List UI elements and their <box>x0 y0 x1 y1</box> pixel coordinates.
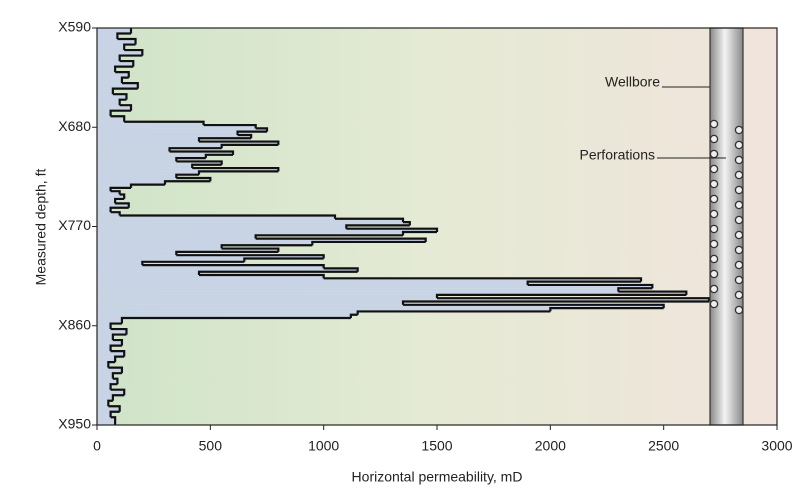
perforation <box>735 201 742 208</box>
profile-fill <box>97 165 192 168</box>
profile-fill <box>97 89 113 95</box>
x-tick-label: 500 <box>199 438 223 454</box>
perforation <box>710 165 717 172</box>
profile-fill <box>97 346 111 352</box>
profile-fill <box>97 138 199 141</box>
profile-fill <box>97 384 111 390</box>
perforation <box>735 186 742 193</box>
perforation <box>735 306 742 313</box>
profile-fill <box>97 252 176 255</box>
profile-fill <box>97 132 238 135</box>
perforation <box>710 225 717 232</box>
profile-fill <box>97 225 346 228</box>
profile-fill <box>97 208 111 212</box>
perforation <box>735 261 742 268</box>
profile-fill <box>97 272 199 275</box>
wellbore-group <box>710 28 743 425</box>
perforation <box>735 126 742 133</box>
profile-fill <box>97 262 142 265</box>
perforation <box>710 240 717 247</box>
perforation <box>710 270 717 277</box>
profile-fill <box>97 373 113 379</box>
profile-fill <box>97 295 437 298</box>
x-tick-label: 1500 <box>421 438 452 454</box>
wellbore-label: Wellbore <box>605 74 660 90</box>
profile-fill <box>97 412 111 418</box>
perforation <box>735 141 742 148</box>
perforation <box>735 216 742 223</box>
y-tick-label: X770 <box>58 217 91 233</box>
perforation <box>710 180 717 187</box>
profile-fill <box>97 417 115 425</box>
perforation <box>735 231 742 238</box>
perforation <box>710 210 717 217</box>
profile-fill <box>97 235 256 238</box>
profile-fill <box>97 67 115 73</box>
profile-fill <box>97 311 358 314</box>
profile-fill <box>97 148 170 151</box>
x-tick-label: 3000 <box>761 438 792 454</box>
perforation <box>735 276 742 283</box>
profile-fill <box>97 401 108 407</box>
perforation <box>735 156 742 163</box>
y-tick-label: X860 <box>58 316 91 332</box>
profile-fill <box>97 245 222 248</box>
profile-fill <box>97 282 528 285</box>
x-tick-label: 0 <box>93 438 101 454</box>
profile-fill <box>97 199 115 203</box>
page: Measured depth, ft Horizontal permeabili… <box>0 0 803 495</box>
profile-fill <box>97 158 176 161</box>
y-tick-label: X950 <box>58 416 91 432</box>
perforation <box>710 195 717 202</box>
profile-fill <box>97 301 403 304</box>
profile-fill <box>97 324 111 330</box>
profile-fill <box>97 335 113 341</box>
perforation <box>710 135 717 142</box>
profile-fill <box>97 100 120 106</box>
perforation <box>710 255 717 262</box>
y-tick-label: X590 <box>58 19 91 35</box>
perforation <box>710 150 717 157</box>
perforation <box>735 291 742 298</box>
chart: Measured depth, ft Horizontal permeabili… <box>0 0 803 490</box>
perforation <box>735 171 742 178</box>
profile-fill <box>97 34 117 40</box>
y-tick-label: X680 <box>58 118 91 134</box>
perforation <box>710 300 717 307</box>
profile-fill <box>97 78 122 84</box>
perforation <box>735 246 742 253</box>
perforations-label: Perforations <box>580 147 655 163</box>
x-axis-title: Horizontal permeability, mD <box>352 469 523 485</box>
x-tick-label: 2000 <box>535 438 566 454</box>
profile-fill <box>97 111 111 117</box>
profile-fill <box>97 56 120 62</box>
profile-fill <box>97 45 124 51</box>
x-tick-label: 1000 <box>308 438 339 454</box>
profile-fill <box>97 175 176 178</box>
perforation <box>710 120 717 127</box>
perforation <box>710 285 717 292</box>
profile-fill <box>97 288 618 291</box>
profile-fill <box>97 188 111 191</box>
profile-fill <box>97 362 108 368</box>
y-axis-title: Measured depth, ft <box>33 169 49 286</box>
x-tick-label: 2500 <box>648 438 679 454</box>
